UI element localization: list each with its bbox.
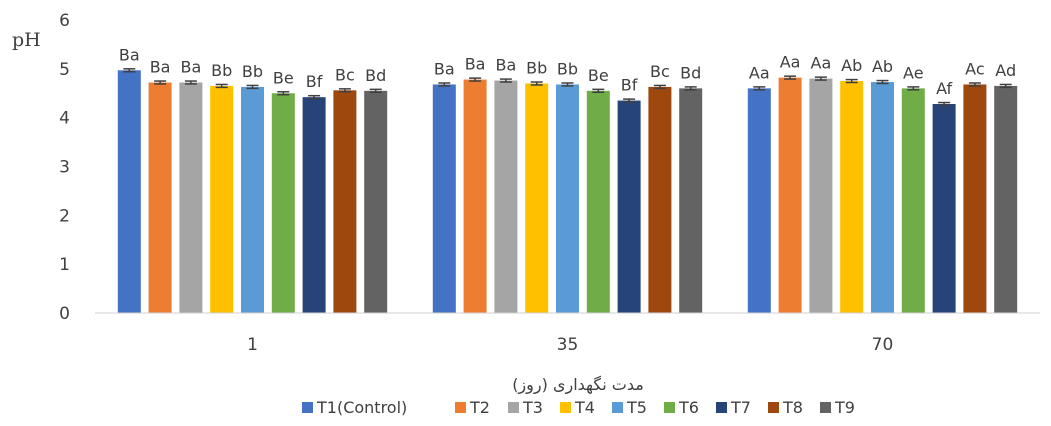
- bar: [241, 86, 264, 313]
- data-label: Af: [936, 79, 952, 98]
- data-label: Bf: [621, 76, 638, 95]
- data-label: Ba: [119, 45, 140, 64]
- x-axis-label: مدت نگهداری (روز): [512, 375, 644, 395]
- x-tick-label: 70: [872, 335, 894, 355]
- legend-swatch: [508, 402, 519, 413]
- y-axis-label: pH: [12, 29, 41, 51]
- bar: [302, 97, 326, 313]
- bar: [525, 83, 549, 313]
- legend-label: T4: [574, 398, 595, 417]
- y-tick-label: 0: [59, 304, 70, 324]
- legend-swatch: [560, 402, 571, 413]
- legend-swatch: [820, 402, 831, 413]
- bar: [901, 88, 925, 313]
- bars-group: Ba Ba Ba Bb Bb Be Bf Bc Bd Ba Ba Ba Bb Bb Be Bf Bc Bd Aa Aa…: [117, 45, 1018, 314]
- x-tick-label: 1: [247, 335, 258, 355]
- bar: [271, 93, 295, 313]
- bar: [778, 77, 802, 313]
- bar: [963, 84, 987, 314]
- legend-label: T9: [834, 398, 855, 417]
- bar: [648, 86, 672, 313]
- bar: [210, 85, 234, 313]
- bar: [809, 78, 833, 313]
- legend-swatch: [768, 402, 779, 413]
- y-tick-label: 3: [59, 158, 70, 178]
- bar: [617, 100, 641, 313]
- y-tick-label: 4: [59, 109, 70, 129]
- legend-swatch: [664, 402, 675, 413]
- legend-swatch: [612, 402, 623, 413]
- bar: [994, 85, 1018, 313]
- data-label: Ba: [150, 58, 171, 77]
- legend-swatch: [302, 402, 313, 413]
- bar: [932, 103, 956, 313]
- data-label: Ac: [965, 59, 984, 78]
- legend-label: T5: [626, 398, 647, 417]
- data-label: Be: [588, 66, 609, 85]
- bar: [148, 82, 172, 313]
- data-label: Ab: [872, 57, 893, 76]
- y-axis-ticks: 0 1 2 3 4 5 6: [59, 11, 70, 324]
- data-label: Bb: [526, 58, 547, 77]
- bar: [586, 90, 610, 313]
- data-label: Bd: [680, 63, 701, 82]
- bar: [179, 82, 203, 313]
- data-label: Ba: [496, 56, 517, 75]
- legend-label: T8: [782, 398, 803, 417]
- x-tick-label: 35: [557, 335, 579, 355]
- data-label: Bf: [306, 72, 323, 91]
- bar: [117, 70, 141, 313]
- bar: [679, 88, 703, 313]
- data-label: Ab: [841, 56, 862, 75]
- bar: [747, 88, 771, 313]
- bar: [333, 90, 357, 313]
- legend-swatch: [716, 402, 727, 413]
- y-tick-label: 2: [59, 206, 70, 226]
- bar: [871, 82, 894, 313]
- legend-label: T3: [522, 398, 543, 417]
- legend-label: T6: [678, 398, 699, 417]
- data-label: Ba: [434, 59, 455, 78]
- legend: T1(Control) T2 T3 T4 T5 T6 T7 T8 T9: [302, 398, 855, 417]
- data-label: Bc: [335, 65, 355, 84]
- bar: [840, 81, 864, 314]
- data-label: Ae: [903, 63, 924, 82]
- data-label: Bb: [211, 61, 232, 80]
- x-axis-ticks: 1 35 70: [247, 335, 893, 355]
- data-label: Aa: [749, 63, 770, 82]
- bar: [556, 84, 579, 314]
- y-tick-label: 6: [59, 11, 70, 31]
- legend-label: T1(Control): [316, 398, 407, 417]
- y-tick-label: 1: [59, 255, 70, 275]
- legend-swatch: [455, 402, 466, 413]
- data-label: Bc: [650, 62, 670, 81]
- legend-label: T2: [469, 398, 490, 417]
- data-label: Aa: [811, 54, 832, 73]
- y-tick-label: 5: [59, 60, 70, 80]
- bar: [463, 79, 487, 314]
- bar: [494, 80, 518, 313]
- data-label: Ba: [181, 58, 202, 77]
- data-label: Bb: [557, 59, 578, 78]
- data-label: Aa: [780, 53, 801, 72]
- data-label: Bd: [365, 66, 386, 85]
- data-label: Bb: [242, 62, 263, 81]
- bar: [432, 84, 456, 314]
- data-label: Be: [273, 68, 294, 87]
- legend-label: T7: [730, 398, 751, 417]
- bar: [364, 90, 388, 313]
- data-label: Ad: [995, 61, 1016, 80]
- data-label: Ba: [465, 55, 486, 74]
